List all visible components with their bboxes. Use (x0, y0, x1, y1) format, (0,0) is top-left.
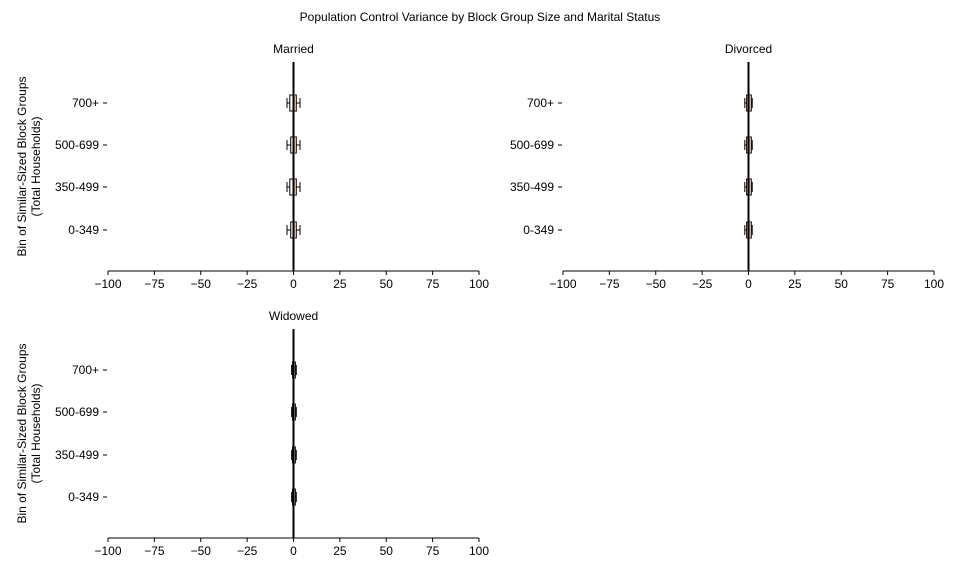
y-tick-label: 500-699 (55, 405, 99, 419)
x-tick-label: 0 (290, 544, 297, 558)
x-tick-label: 100 (469, 544, 489, 558)
y-tick-label: 700+ (527, 96, 554, 110)
y-tick-label: 350-499 (55, 180, 99, 194)
x-tick-label: 50 (835, 277, 849, 291)
panel-divorced: Divorced −100 −75 −50 −25 0 25 50 75 100 0-349 350-… (510, 42, 944, 291)
y-axis-label: Bin of Similar-Sized Block Groups(Total … (15, 343, 43, 523)
x-tick-label: 25 (788, 277, 802, 291)
panel-married: Married Bin of Similar-Sized Block Groups… (15, 42, 489, 291)
x-tick-label: −100 (549, 277, 576, 291)
x-tick-label: 25 (333, 277, 347, 291)
x-tick-label: −50 (646, 277, 667, 291)
x-tick-label: −25 (692, 277, 713, 291)
panels: Married Bin of Similar-Sized Block Groups… (15, 42, 944, 558)
y-tick-label: 0-349 (68, 490, 99, 504)
x-tick-label: −25 (237, 277, 258, 291)
panel-title: Widowed (269, 309, 318, 323)
x-tick-label: 100 (469, 277, 489, 291)
x-tick-label: 75 (426, 277, 440, 291)
y-tick-label: 350-499 (55, 448, 99, 462)
x-tick-label: 100 (924, 277, 944, 291)
x-tick-label: −75 (144, 544, 165, 558)
figure-suptitle: Population Control Variance by Block Gro… (300, 10, 661, 24)
y-tick-label: 350-499 (510, 180, 554, 194)
x-tick-label: 0 (745, 277, 752, 291)
x-tick-label: −50 (191, 544, 212, 558)
x-tick-label: 0 (290, 277, 297, 291)
y-tick-label: 0-349 (523, 223, 554, 237)
x-tick-label: −100 (94, 544, 121, 558)
x-tick-label: 50 (380, 544, 394, 558)
x-tick-label: 75 (426, 544, 440, 558)
y-tick-label: 500-699 (55, 138, 99, 152)
x-tick-label: −100 (94, 277, 121, 291)
panel-title: Married (273, 42, 314, 56)
x-tick-label: −25 (237, 544, 258, 558)
x-tick-label: 25 (333, 544, 347, 558)
y-tick-label: 500-699 (510, 138, 554, 152)
panel-title: Divorced (725, 42, 772, 56)
y-tick-label: 700+ (72, 96, 99, 110)
y-tick-label: 700+ (72, 363, 99, 377)
y-axis-label: Bin of Similar-Sized Block Groups(Total … (15, 76, 43, 256)
panel-widowed: Widowed Bin of Similar-Sized Block Groups… (15, 309, 489, 558)
x-tick-label: −50 (191, 277, 212, 291)
x-tick-label: 75 (881, 277, 895, 291)
x-tick-label: −75 (144, 277, 165, 291)
x-tick-label: −75 (599, 277, 620, 291)
x-tick-label: 50 (380, 277, 394, 291)
y-tick-label: 0-349 (68, 223, 99, 237)
